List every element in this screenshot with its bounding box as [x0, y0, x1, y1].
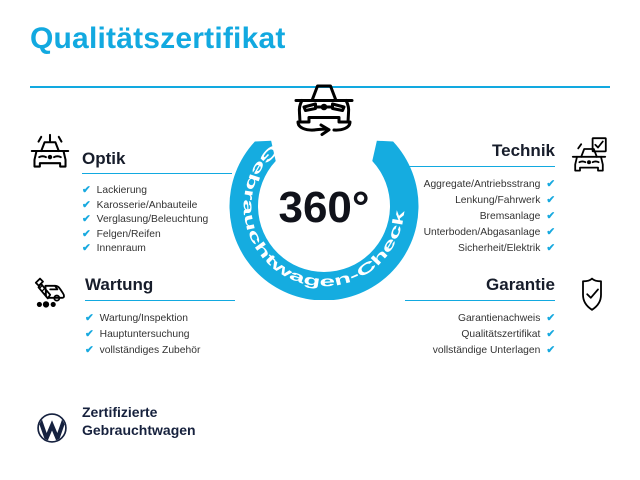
svg-text:360°: 360° — [278, 183, 369, 232]
